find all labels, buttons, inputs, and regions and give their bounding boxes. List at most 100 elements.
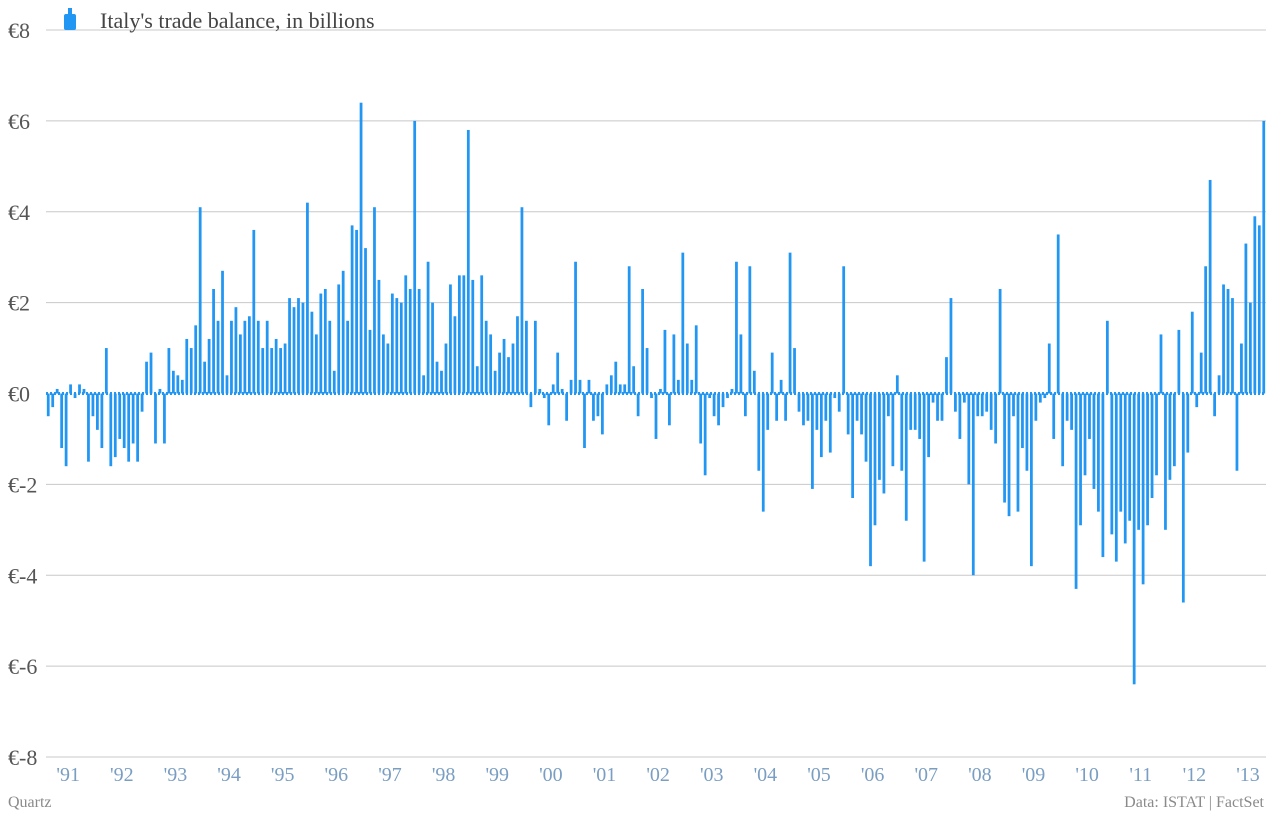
bar: [556, 352, 560, 394]
x-tick-label: '97: [378, 764, 402, 786]
bar: [55, 388, 59, 394]
x-tick-label: '04: [754, 764, 778, 786]
bar: [145, 361, 148, 394]
bar: [945, 357, 948, 394]
legend-label: Italy's trade balance, in billions: [100, 8, 375, 33]
bar: [279, 348, 282, 394]
bar: [382, 334, 385, 394]
bar: [51, 393, 55, 408]
bar: [587, 379, 591, 394]
bar: [274, 338, 278, 394]
bar: [873, 393, 877, 526]
bar: [341, 270, 345, 394]
bar: [668, 393, 671, 426]
bar: [489, 334, 493, 394]
bar: [855, 393, 859, 421]
bar: [681, 252, 685, 394]
x-tick-label: '09: [1022, 764, 1046, 786]
x-tick-label: '12: [1183, 764, 1207, 786]
bar: [265, 320, 269, 394]
bar: [346, 320, 350, 394]
bar: [96, 393, 99, 430]
bar: [967, 393, 971, 485]
y-tick-label: €-6: [8, 654, 37, 679]
bar: [127, 393, 131, 462]
bar: [136, 393, 139, 462]
bar: [989, 393, 993, 430]
bar: [645, 348, 649, 394]
bar: [784, 393, 787, 421]
x-tick-label: '08: [968, 764, 992, 786]
bar: [788, 252, 792, 394]
x-tick-label: '96: [325, 764, 349, 786]
bar: [386, 343, 390, 394]
bar: [962, 393, 966, 403]
bar: [350, 225, 354, 394]
bar: [1056, 234, 1060, 394]
x-tick-label: '05: [807, 764, 831, 786]
bar: [600, 393, 604, 435]
bar: [1141, 393, 1145, 585]
bar: [368, 329, 372, 394]
bar: [1003, 393, 1006, 503]
bar: [560, 388, 564, 394]
bar: [1164, 393, 1167, 530]
source-label: Data: ISTAT | FactSet: [1124, 794, 1264, 811]
gridlines: [46, 29, 1266, 758]
bar: [319, 293, 323, 394]
bar: [806, 393, 810, 421]
bar: [466, 129, 470, 394]
bar: [1208, 179, 1212, 394]
x-tick-label: '95: [271, 764, 295, 786]
bar: [1253, 216, 1257, 394]
bar: [1190, 311, 1194, 394]
bar: [869, 393, 872, 567]
bar: [1257, 225, 1261, 394]
bar: [980, 393, 984, 417]
credit-label: Quartz: [8, 794, 52, 811]
x-axis-ticks: '91 '92 '93 '94 '95 '96 '97 '98 '99 '00 '01 '02 '03 '…: [56, 764, 1259, 786]
bar: [1213, 393, 1216, 417]
bar: [189, 348, 193, 394]
bar: [641, 288, 644, 394]
bar: [122, 393, 126, 449]
bar: [355, 229, 358, 394]
bar: [685, 343, 689, 394]
bar: [743, 393, 747, 417]
bar: [748, 266, 752, 394]
bar: [761, 393, 765, 512]
bar: [623, 384, 627, 394]
bar: [507, 357, 510, 394]
bar: [954, 393, 957, 412]
bar: [359, 102, 363, 394]
bar: [109, 393, 113, 467]
bar: [1222, 284, 1225, 394]
bar: [453, 316, 457, 394]
bar: [520, 207, 524, 394]
bar: [252, 229, 256, 394]
bar: [194, 325, 198, 394]
bar: [565, 393, 569, 421]
bar: [149, 352, 153, 394]
bar: [1204, 266, 1208, 394]
bar: [998, 288, 1002, 394]
bar: [462, 275, 466, 394]
bar: [542, 393, 546, 399]
bar: [811, 393, 814, 489]
bar: [78, 384, 81, 394]
bar: [735, 261, 738, 394]
bar: [480, 275, 484, 394]
bar: [243, 320, 247, 394]
bar: [82, 388, 86, 394]
bar: [730, 388, 734, 394]
bar: [904, 393, 908, 521]
bar: [1146, 393, 1149, 526]
bar: [73, 393, 77, 399]
bar: [69, 384, 72, 394]
bar: [900, 393, 904, 471]
legend-swatch: [64, 14, 76, 30]
bar: [1231, 298, 1234, 394]
bar: [525, 320, 528, 394]
bar: [185, 338, 189, 394]
bar: [976, 393, 980, 417]
